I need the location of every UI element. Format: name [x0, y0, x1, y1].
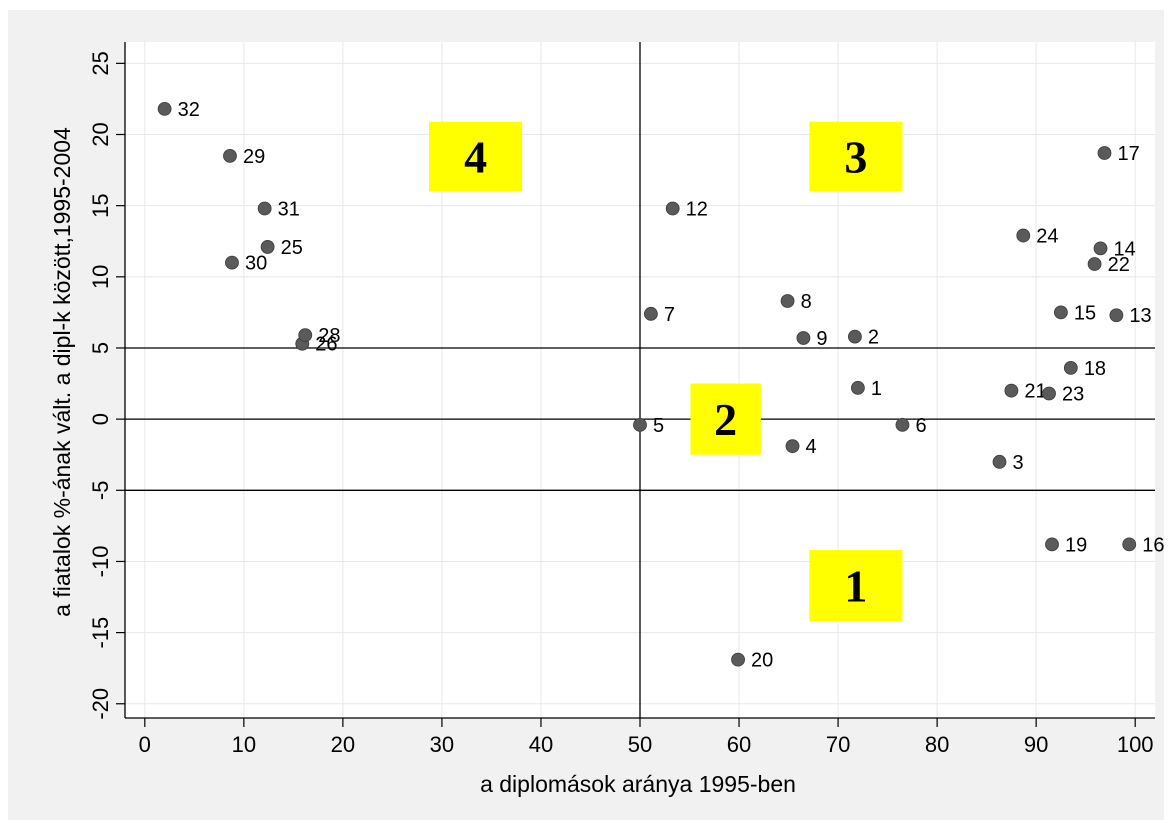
data-point	[1122, 537, 1137, 552]
data-point	[298, 328, 313, 343]
y-tick-label: -15	[88, 617, 113, 649]
point-label: 28	[318, 325, 340, 347]
y-tick-label: 0	[88, 413, 113, 425]
point-label: 25	[281, 237, 303, 259]
data-point	[1054, 305, 1068, 320]
y-tick-label: 25	[88, 51, 113, 75]
point-label: 30	[245, 253, 267, 275]
data-point	[731, 652, 745, 667]
point-label: 17	[1117, 143, 1139, 165]
x-tick-label: 0	[139, 732, 151, 757]
data-point	[157, 101, 172, 116]
quadrant-box	[690, 383, 761, 455]
point-label: 16	[1142, 534, 1164, 556]
point-label: 12	[686, 199, 708, 221]
point-label: 4	[806, 436, 817, 458]
data-point	[780, 294, 795, 308]
data-point	[257, 201, 272, 216]
point-label: 3	[1013, 452, 1024, 474]
y-tick-label: 10	[88, 265, 113, 289]
x-tick-label: 90	[1024, 732, 1048, 757]
data-point	[225, 255, 239, 270]
data-point	[895, 417, 910, 432]
point-label: 31	[278, 199, 300, 221]
point-label: 5	[653, 415, 664, 437]
data-point	[1097, 146, 1112, 160]
quadrant-box	[809, 550, 903, 622]
y-tick-label: 5	[88, 342, 113, 354]
quadrant-box	[429, 121, 523, 192]
x-tick-label: 20	[331, 732, 355, 757]
quadrant-boxes: 4 3 2 1	[429, 121, 903, 622]
point-label: 24	[1036, 226, 1058, 248]
x-axis-title: a diplomások aránya 1995-ben	[480, 771, 796, 797]
point-label: 2	[868, 327, 879, 349]
data-point	[796, 331, 811, 345]
data-point	[1042, 386, 1056, 401]
data-point	[665, 201, 680, 216]
x-tick-label: 60	[727, 732, 751, 757]
data-point	[1093, 241, 1108, 256]
point-label: 6	[915, 415, 926, 437]
quadrant-label: 1	[844, 561, 867, 612]
y-tick-label: -5	[88, 481, 113, 501]
axes: 0 10 20 30 40 50 60 70 80 90 100-20-15-10-50510152…	[88, 42, 1155, 757]
data-point	[1109, 308, 1124, 323]
data-point	[785, 439, 800, 454]
x-tick-label: 80	[925, 732, 949, 757]
x-tick-label: 70	[826, 732, 850, 757]
y-tick-label: -20	[88, 688, 113, 720]
point-label: 22	[1108, 254, 1130, 276]
data-point	[223, 148, 237, 163]
x-tick-label: 40	[529, 732, 553, 757]
x-tick-label: 100	[1117, 732, 1154, 757]
y-tick-label: 20	[88, 122, 113, 146]
quadrant-label: 4	[464, 132, 487, 183]
quadrant-label: 2	[714, 394, 737, 445]
point-label: 23	[1062, 384, 1084, 406]
y-axis-title: a fiatalok %-ának vált. a dipl-k között,…	[49, 127, 75, 617]
data-point	[643, 306, 658, 321]
data-point	[1063, 361, 1078, 375]
x-tick-label: 30	[430, 732, 454, 757]
quadrant-box	[809, 121, 903, 192]
point-label: 19	[1065, 534, 1087, 556]
point-label: 20	[751, 650, 773, 672]
data-point	[848, 329, 862, 344]
point-label: 18	[1084, 358, 1106, 380]
data-point	[260, 240, 275, 254]
quadrant-label: 3	[844, 132, 867, 183]
data-point	[1045, 537, 1059, 552]
point-label: 13	[1129, 305, 1151, 327]
point-label: 15	[1074, 302, 1096, 324]
data-point	[1004, 383, 1019, 398]
data-point	[850, 380, 865, 395]
data-point	[992, 454, 1007, 469]
point-label: 29	[243, 146, 265, 168]
point-label: 21	[1024, 381, 1046, 403]
point-label: 14	[1114, 238, 1136, 260]
point-label: 32	[178, 99, 200, 121]
data-point	[1087, 257, 1102, 271]
point-label: 26	[315, 334, 337, 356]
point-label: 9	[816, 328, 827, 350]
point-label: 8	[801, 291, 812, 313]
data-point	[1016, 228, 1031, 243]
point-label: 7	[664, 304, 675, 326]
y-tick-label: 15	[88, 193, 113, 217]
x-tick-label: 50	[628, 732, 652, 757]
y-tick-label: -10	[88, 546, 113, 578]
point-label: 1	[871, 378, 882, 400]
x-tick-label: 10	[232, 732, 256, 757]
data-point	[633, 417, 647, 432]
